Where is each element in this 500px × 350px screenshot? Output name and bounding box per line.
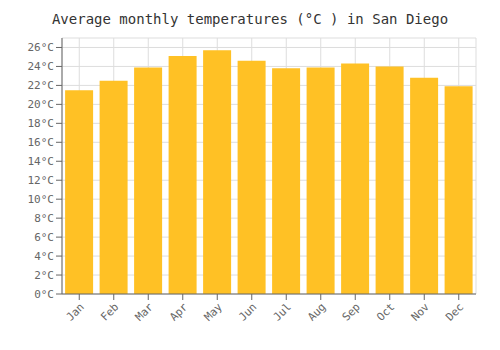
svg-text:Apr: Apr <box>167 300 191 324</box>
svg-text:Sep: Sep <box>340 300 363 323</box>
svg-text:2°C: 2°C <box>34 269 54 282</box>
svg-text:Mar: Mar <box>133 300 157 324</box>
svg-text:May: May <box>202 300 226 324</box>
svg-text:10°C: 10°C <box>28 193 55 206</box>
svg-text:18°C: 18°C <box>28 117 55 130</box>
svg-text:26°C: 26°C <box>28 41 55 54</box>
html-text:Average monthly temperatures (: Average monthly temperatures (°C ) in Sa… <box>51 11 449 27</box>
svg-text:Oct: Oct <box>374 300 397 323</box>
svg-text:Aug: Aug <box>305 300 328 323</box>
svg-text:Jan: Jan <box>64 300 87 323</box>
svg-text:Jun: Jun <box>236 300 259 323</box>
svg-text:12°C: 12°C <box>28 174 55 187</box>
svg-text:20°C: 20°C <box>28 98 55 111</box>
svg-text:0°C: 0°C <box>34 288 54 301</box>
svg-text:24°C: 24°C <box>28 60 55 73</box>
svg-text:14°C: 14°C <box>28 155 55 168</box>
svg-text:8°C: 8°C <box>34 212 54 225</box>
svg-text:Jul: Jul <box>271 300 294 323</box>
svg-text:6°C: 6°C <box>34 231 54 244</box>
svg-text:Dec: Dec <box>443 300 466 323</box>
svg-text:Nov: Nov <box>409 300 433 324</box>
svg-text:22°C: 22°C <box>28 79 55 92</box>
svg-text:Feb: Feb <box>98 300 121 323</box>
svg-text:16°C: 16°C <box>28 136 55 149</box>
svg-text:4°C: 4°C <box>34 250 54 263</box>
